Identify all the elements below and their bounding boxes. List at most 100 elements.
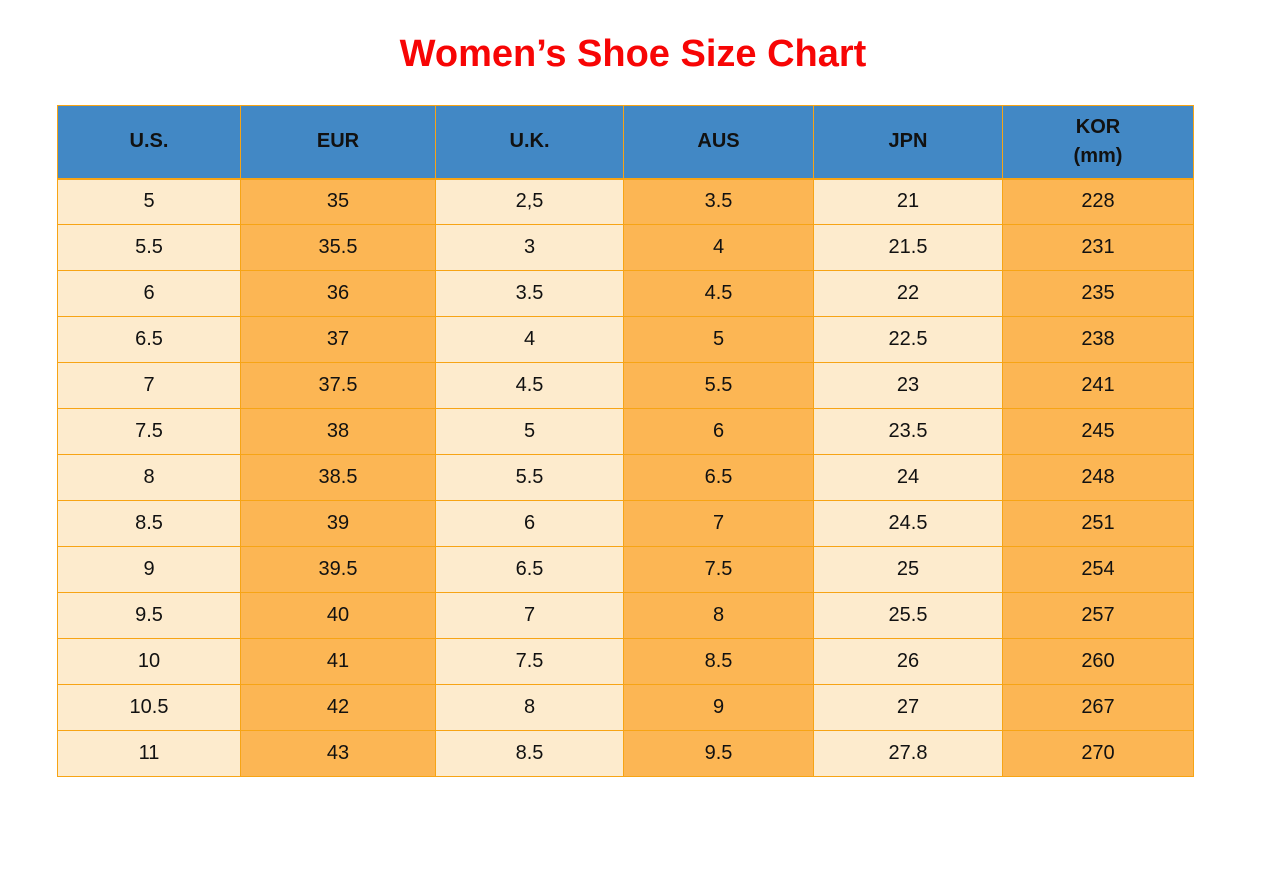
table-cell: 7.5	[57, 408, 241, 455]
table-cell: 24.5	[813, 500, 1003, 547]
table-cell: 2,5	[435, 178, 624, 225]
table-cell: 6	[623, 408, 814, 455]
table-cell: 4	[435, 316, 624, 363]
table-cell: 40	[240, 592, 436, 639]
table-cell: 270	[1002, 730, 1194, 777]
table-row: 9 39.5 6.5 7.5 25 254	[57, 546, 1194, 593]
table-cell: 22	[813, 270, 1003, 317]
table-cell: 5.5	[435, 454, 624, 501]
table-row: 5.5 35.5 3 4 21.5 231	[57, 224, 1194, 271]
size-table-body: 5 35 2,5 3.5 21 228 5.5 35.5 3 4 21.5 231 6 36 3.5 4.5 2…	[57, 178, 1194, 777]
table-row: 8.5 39 6 7 24.5 251	[57, 500, 1194, 547]
column-header-eur: EUR	[240, 105, 436, 180]
table-cell: 4	[623, 224, 814, 271]
table-cell: 7.5	[623, 546, 814, 593]
table-row: 6.5 37 4 5 22.5 238	[57, 316, 1194, 363]
page-title: Women’s Shoe Size Chart	[399, 33, 867, 75]
table-cell: 228	[1002, 178, 1194, 225]
table-cell: 24	[813, 454, 1003, 501]
table-cell: 11	[57, 730, 241, 777]
table-cell: 241	[1002, 362, 1194, 409]
table-cell: 3.5	[435, 270, 624, 317]
table-cell: 8	[623, 592, 814, 639]
table-cell: 7	[435, 592, 624, 639]
table-row: 10.5 42 8 9 27 267	[57, 684, 1194, 731]
table-cell: 21	[813, 178, 1003, 225]
table-cell: 231	[1002, 224, 1194, 271]
table-cell: 27	[813, 684, 1003, 731]
table-cell: 5.5	[623, 362, 814, 409]
table-cell: 9	[623, 684, 814, 731]
table-cell: 26	[813, 638, 1003, 685]
table-row: 8 38.5 5.5 6.5 24 248	[57, 454, 1194, 501]
table-cell: 23	[813, 362, 1003, 409]
table-cell: 254	[1002, 546, 1194, 593]
table-cell: 238	[1002, 316, 1194, 363]
table-cell: 6.5	[57, 316, 241, 363]
table-row: 5 35 2,5 3.5 21 228	[57, 178, 1194, 225]
table-cell: 8.5	[57, 500, 241, 547]
table-cell: 7	[623, 500, 814, 547]
table-cell: 6.5	[623, 454, 814, 501]
table-cell: 5	[623, 316, 814, 363]
table-cell: 7.5	[435, 638, 624, 685]
table-cell: 5	[435, 408, 624, 455]
table-cell: 10	[57, 638, 241, 685]
table-cell: 4.5	[623, 270, 814, 317]
table-cell: 10.5	[57, 684, 241, 731]
table-cell: 267	[1002, 684, 1194, 731]
table-cell: 37.5	[240, 362, 436, 409]
table-cell: 7	[57, 362, 241, 409]
table-cell: 251	[1002, 500, 1194, 547]
table-cell: 245	[1002, 408, 1194, 455]
table-row: 6 36 3.5 4.5 22 235	[57, 270, 1194, 317]
table-row: 7 37.5 4.5 5.5 23 241	[57, 362, 1194, 409]
table-row: 10 41 7.5 8.5 26 260	[57, 638, 1194, 685]
table-cell: 6	[435, 500, 624, 547]
table-cell: 41	[240, 638, 436, 685]
table-cell: 8	[57, 454, 241, 501]
table-row: 11 43 8.5 9.5 27.8 270	[57, 730, 1194, 777]
table-cell: 4.5	[435, 362, 624, 409]
table-cell: 260	[1002, 638, 1194, 685]
table-cell: 43	[240, 730, 436, 777]
table-cell: 6.5	[435, 546, 624, 593]
table-cell: 21.5	[813, 224, 1003, 271]
table-cell: 3	[435, 224, 624, 271]
table-cell: 3.5	[623, 178, 814, 225]
table-cell: 5.5	[57, 224, 241, 271]
table-cell: 9.5	[57, 592, 241, 639]
table-cell: 35	[240, 178, 436, 225]
column-header-kor: KOR (mm)	[1002, 105, 1194, 180]
table-cell: 38	[240, 408, 436, 455]
table-cell: 8.5	[435, 730, 624, 777]
column-header-aus: AUS	[623, 105, 814, 180]
header-row: U.S. EUR U.K. AUS JPN KOR (mm)	[57, 105, 1194, 180]
table-cell: 9.5	[623, 730, 814, 777]
table-cell: 39	[240, 500, 436, 547]
table-cell: 25.5	[813, 592, 1003, 639]
table-cell: 37	[240, 316, 436, 363]
table-cell: 42	[240, 684, 436, 731]
table-cell: 23.5	[813, 408, 1003, 455]
table-cell: 8	[435, 684, 624, 731]
column-header-uk: U.K.	[435, 105, 624, 180]
table-cell: 5	[57, 178, 241, 225]
table-cell: 38.5	[240, 454, 436, 501]
table-cell: 25	[813, 546, 1003, 593]
table-cell: 36	[240, 270, 436, 317]
column-header-jpn: JPN	[813, 105, 1003, 180]
table-cell: 248	[1002, 454, 1194, 501]
table-cell: 6	[57, 270, 241, 317]
table-cell: 9	[57, 546, 241, 593]
table-row: 9.5 40 7 8 25.5 257	[57, 592, 1194, 639]
table-cell: 35.5	[240, 224, 436, 271]
table-cell: 27.8	[813, 730, 1003, 777]
shoe-size-table: U.S. EUR U.K. AUS JPN KOR (mm) 5 35 2,5 3.5…	[57, 105, 1194, 777]
table-cell: 22.5	[813, 316, 1003, 363]
table-cell: 235	[1002, 270, 1194, 317]
table-cell: 8.5	[623, 638, 814, 685]
table-cell: 257	[1002, 592, 1194, 639]
table-cell: 39.5	[240, 546, 436, 593]
column-header-us: U.S.	[57, 105, 241, 180]
